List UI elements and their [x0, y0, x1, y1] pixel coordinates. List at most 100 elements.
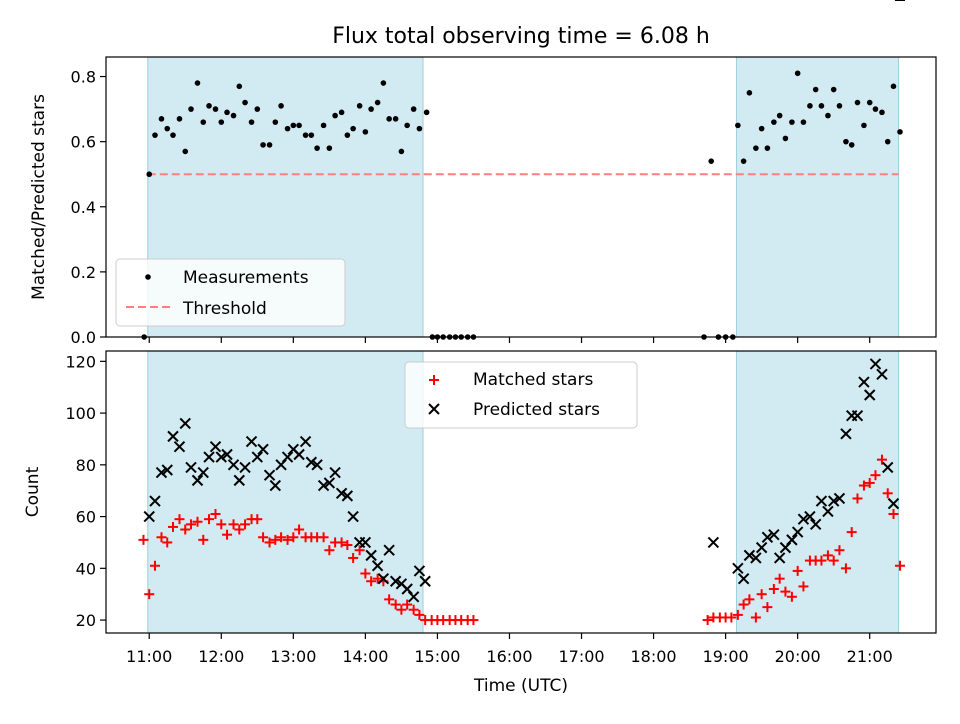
matched-star-point	[468, 615, 479, 626]
predicted-star-point	[293, 448, 305, 461]
predicted-star-point	[197, 466, 209, 479]
measurement-point	[836, 103, 843, 109]
measurement-point	[392, 116, 399, 122]
measurement-point	[794, 70, 801, 77]
predicted-star-point	[882, 461, 894, 474]
matched-star-point	[294, 524, 305, 535]
predicted-star-point	[815, 495, 828, 507]
matched-star-point	[852, 493, 863, 504]
predicted-star-point	[215, 451, 227, 463]
measurement-point	[861, 122, 867, 129]
predicted-star-point	[155, 466, 168, 479]
matched-star-point	[252, 514, 263, 525]
predicted-star-point	[329, 466, 341, 479]
measurement-point	[708, 158, 715, 164]
measurement-point	[740, 158, 747, 164]
y-tick-label: 100	[65, 404, 96, 423]
top-legend-box	[115, 258, 346, 327]
measurement-point	[188, 106, 194, 112]
measurement-point	[800, 119, 807, 125]
matched-star-point	[318, 532, 329, 543]
matched-star-point	[414, 609, 425, 620]
x-tick-label: 19:00	[703, 647, 749, 666]
top-x-ticks	[148, 337, 871, 343]
matched-star-point	[390, 599, 401, 610]
matched-star-point	[336, 537, 347, 548]
measurement-point	[266, 142, 273, 148]
measurement-point	[735, 122, 741, 129]
predicted-star-point	[299, 435, 312, 448]
matched-star-point	[396, 604, 407, 615]
measurement-point	[362, 129, 369, 135]
measurement-point	[776, 112, 783, 119]
top-legend: Measurements Threshold	[115, 258, 346, 327]
matched-star-point	[756, 589, 767, 600]
measurement-point	[746, 90, 753, 96]
x-tick-label: 17:00	[558, 647, 604, 666]
predicted-star-point	[389, 575, 402, 587]
matched-star-point	[192, 516, 203, 527]
matched-stars-points	[138, 454, 905, 626]
measurement-point	[308, 132, 315, 138]
predicted-stars-points	[143, 0, 905, 603]
measurement-point	[753, 145, 759, 151]
measurement-point	[326, 145, 333, 151]
matched-star-point	[258, 532, 269, 543]
predicted-star-point	[281, 451, 294, 463]
matched-star-point	[354, 545, 365, 556]
matched-star-point	[228, 519, 239, 530]
measurement-point	[194, 80, 201, 86]
matched-star-point	[888, 508, 899, 519]
y-tick-label: 0.2	[71, 263, 96, 282]
measurement-point	[866, 99, 873, 106]
x-tick-label: 14:00	[342, 647, 388, 666]
predicted-star-point	[419, 575, 431, 587]
measurement-point	[170, 132, 176, 138]
matched-star-point	[366, 576, 377, 587]
plus-marker	[429, 375, 439, 385]
measurement-point	[416, 125, 423, 132]
measurement-point	[386, 116, 392, 122]
matched-star-point	[726, 612, 737, 623]
predicted-star-point	[341, 490, 354, 502]
measurement-point	[374, 99, 381, 106]
matched-star-point	[372, 573, 383, 584]
matched-star-point	[276, 532, 287, 543]
measurement-point	[212, 106, 219, 112]
predicted-star-point	[809, 518, 822, 531]
matched-star-point	[780, 586, 791, 597]
matched-star-point	[264, 537, 275, 548]
chart-title: Flux total observing time = 6.08 h	[332, 24, 710, 49]
matched-star-point	[798, 581, 809, 592]
y-tick-label: 0.6	[71, 133, 96, 152]
matched-star-point	[288, 532, 299, 543]
measurement-point	[890, 83, 897, 90]
predicted-star-point	[317, 479, 330, 492]
matched-star-point	[198, 534, 209, 545]
matched-star-point	[210, 508, 221, 519]
matched-star-point	[342, 540, 353, 551]
measurement-point	[398, 148, 405, 155]
measurement-point	[248, 119, 255, 125]
x-marker	[428, 403, 440, 415]
x-tick-label: 18:00	[631, 647, 677, 666]
matched-star-point	[149, 560, 160, 571]
x-tick-label: 15:00	[414, 647, 460, 666]
measurement-point	[872, 106, 879, 112]
predicted-star-point	[257, 443, 269, 456]
x-tick-label: 12:00	[198, 647, 244, 666]
predicted-star-point	[773, 552, 786, 564]
measurement-point	[278, 103, 284, 109]
measurement-point	[356, 103, 363, 109]
measurement-point	[812, 86, 819, 93]
matched-star-point	[870, 470, 881, 481]
predicted-star-point	[365, 549, 377, 562]
measurement-point	[771, 119, 777, 125]
predicted-star-point	[869, 358, 882, 370]
matched-star-point	[774, 573, 785, 584]
matched-star-point	[882, 488, 893, 499]
measurement-point	[254, 106, 261, 112]
measurement-point	[879, 109, 885, 116]
predicted-star-point	[791, 526, 804, 538]
measurement-point	[830, 86, 837, 93]
